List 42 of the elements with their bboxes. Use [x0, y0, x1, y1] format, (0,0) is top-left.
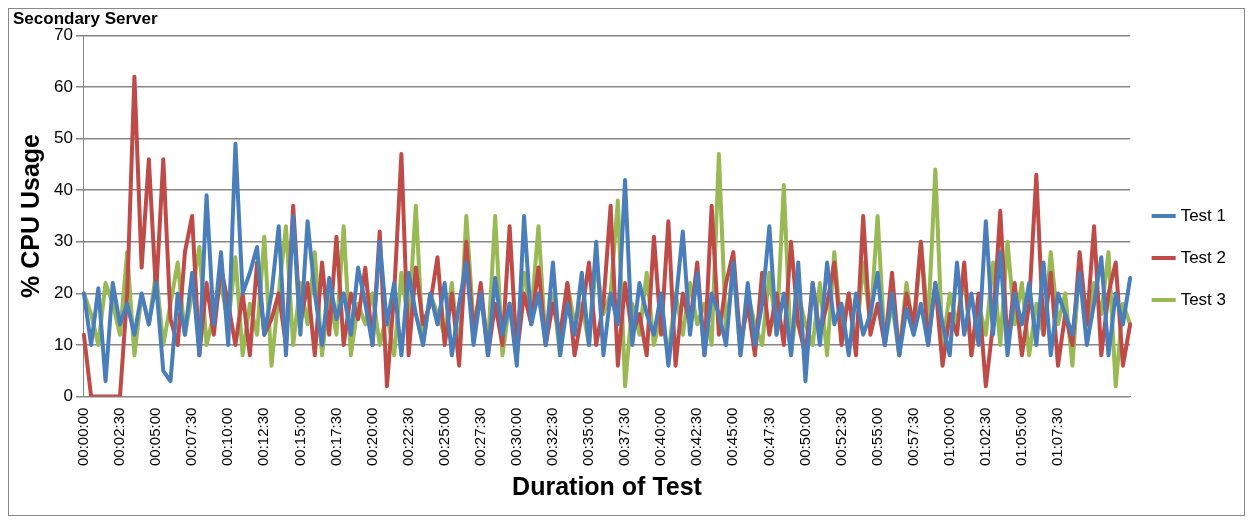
x-tick-label: 00:30:00 — [506, 407, 524, 466]
x-tick-label: 00:20:00 — [362, 407, 380, 466]
x-tick-label: 00:52:30 — [831, 407, 849, 466]
y-tick-label: 30 — [53, 231, 73, 251]
x-tick-label: 00:02:30 — [110, 407, 128, 466]
x-tick-label: 01:07:30 — [1048, 407, 1066, 466]
y-tick-label: 40 — [53, 179, 73, 199]
x-tick-label: 00:10:00 — [218, 407, 236, 466]
x-tick-label: 00:00:00 — [74, 407, 92, 466]
x-tick-label: 00:25:00 — [434, 407, 452, 466]
x-tick-label: 01:02:30 — [975, 407, 993, 466]
chart-title: Secondary Server — [13, 8, 158, 28]
x-tick-label: 00:42:30 — [687, 407, 705, 466]
x-tick-label: 00:37:30 — [615, 407, 633, 466]
x-tick-label: 00:55:00 — [867, 407, 885, 466]
x-tick-label: 00:15:00 — [290, 407, 308, 466]
legend-label: Test 1 — [1180, 205, 1226, 225]
y-tick-label: 20 — [53, 283, 73, 303]
y-tick-label: 10 — [53, 334, 73, 354]
x-tick-label: 00:57:30 — [903, 407, 921, 466]
legend-label: Test 3 — [1180, 289, 1226, 309]
x-tick-label: 00:47:30 — [759, 407, 777, 466]
y-tick-label: 0 — [63, 386, 73, 406]
x-tick-label: 01:00:00 — [939, 407, 957, 466]
x-tick-label: 00:50:00 — [795, 407, 813, 466]
x-tick-label: 00:22:30 — [398, 407, 416, 466]
x-tick-label: 00:12:30 — [254, 407, 272, 466]
x-tick-label: 00:35:00 — [579, 407, 597, 466]
x-axis-title: Duration of Test — [512, 471, 703, 500]
x-tick-label: 00:05:00 — [146, 407, 164, 466]
x-tick-label: 00:45:00 — [723, 407, 741, 466]
x-tick-label: 00:32:30 — [543, 407, 561, 466]
x-tick-label: 00:17:30 — [326, 407, 344, 466]
y-tick-label: 70 — [53, 25, 73, 45]
x-tick-label: 00:40:00 — [651, 407, 669, 466]
y-axis-title: % CPU Usage — [15, 133, 44, 298]
y-tick-label: 50 — [53, 128, 73, 148]
x-tick-label: 00:07:30 — [182, 407, 200, 466]
x-tick-label: 01:05:00 — [1012, 407, 1030, 466]
y-tick-label: 60 — [53, 76, 73, 96]
legend-label: Test 2 — [1180, 247, 1226, 267]
x-tick-label: 00:27:30 — [470, 407, 488, 466]
